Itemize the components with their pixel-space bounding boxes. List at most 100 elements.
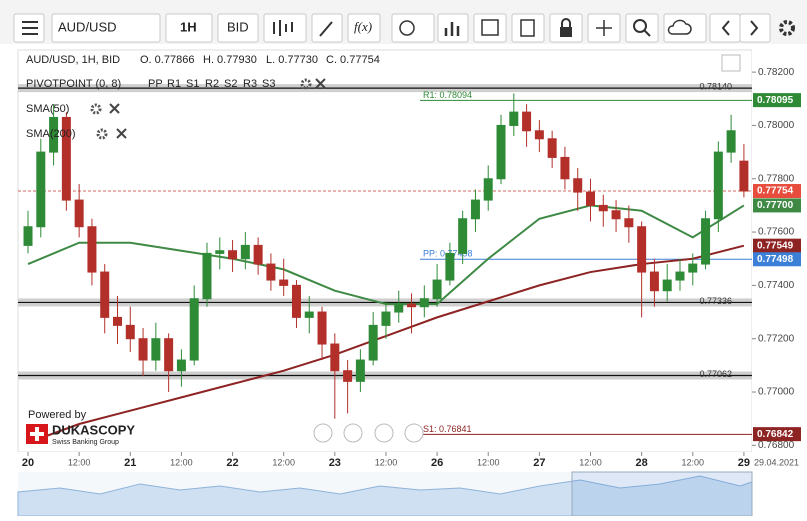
candle-body <box>330 343 340 372</box>
x-tick-label: 29 <box>738 457 750 469</box>
sma50-settings[interactable] <box>90 103 102 115</box>
candle-body <box>496 124 506 180</box>
candle-body <box>61 116 71 201</box>
price-tag-label: 0.78095 <box>757 95 794 106</box>
symbol-select[interactable]: AUD/USD <box>51 13 161 43</box>
pivot-keys: PP R1 S1 R2 S2 R3 S3 <box>148 78 275 90</box>
brand-name: DUKASCOPY <box>52 422 135 437</box>
pivot-key: S1 <box>186 78 199 90</box>
maximize-button[interactable] <box>721 54 741 72</box>
candle-body <box>202 252 212 300</box>
x-tick-label: 12:00 <box>170 457 193 467</box>
drawn-line-label: 0.77062 <box>699 369 732 379</box>
x-tick-label: 12:00 <box>375 457 398 467</box>
x-tick-label: 12:00 <box>682 457 705 467</box>
candle-body <box>215 250 225 254</box>
candle-body <box>228 250 238 260</box>
x-tick-label: 21 <box>124 457 136 469</box>
info-button[interactable] <box>391 13 435 43</box>
logo-cross <box>30 427 44 441</box>
y-tick-label: 0.78000 <box>758 120 795 131</box>
powered-by: Powered by <box>28 409 87 421</box>
candle-body <box>470 199 480 220</box>
plot-area <box>17 49 753 453</box>
candle-body <box>113 316 123 326</box>
menu-button[interactable] <box>13 13 45 43</box>
candle-body <box>125 324 135 340</box>
function-button[interactable]: f(x) <box>347 13 381 43</box>
cloud-button[interactable] <box>663 13 707 43</box>
candle-body <box>739 160 749 192</box>
nav-buttons[interactable] <box>313 423 424 443</box>
price-tag <box>753 427 801 442</box>
x-tick-label: 22 <box>226 457 238 469</box>
price-tag-label: 0.77700 <box>757 200 794 211</box>
candle-body <box>649 271 659 292</box>
candle-body <box>534 130 544 140</box>
side: BID <box>227 19 249 34</box>
side-select[interactable]: BID <box>217 13 259 43</box>
x-tick-label: 12:00 <box>579 457 602 467</box>
price-tag <box>753 184 801 199</box>
crosshair-button[interactable] <box>587 13 621 43</box>
time-axis <box>0 452 807 472</box>
candle-body <box>547 138 557 158</box>
price-tag <box>753 93 801 108</box>
candle-body <box>240 244 250 260</box>
sma200-remove[interactable] <box>116 128 127 139</box>
forward-button[interactable] <box>739 13 771 43</box>
candle-body <box>49 116 59 153</box>
sma50-remove[interactable] <box>109 103 120 114</box>
chart-type-button[interactable] <box>263 13 307 43</box>
candle-body <box>23 226 33 246</box>
pivot-key: R2 <box>205 78 219 90</box>
candle-body <box>585 191 595 206</box>
back-button[interactable] <box>709 13 741 43</box>
candle-body <box>560 156 570 180</box>
function-label: f(x) <box>354 19 372 34</box>
plot: 0.78200 0.78000 0.77800 0.77600 0.77400 0.772… <box>0 50 807 472</box>
candle-body <box>343 370 353 382</box>
candle-body <box>662 279 672 292</box>
candle-body <box>176 359 186 372</box>
zoom-button[interactable] <box>625 13 659 43</box>
sma200-settings[interactable] <box>96 128 108 140</box>
candle-body <box>445 252 455 281</box>
y-tick-label: 0.77200 <box>758 333 795 344</box>
pivot-label: S1: 0.76841 <box>423 424 472 434</box>
ohlc-open: O. 0.77866 <box>140 54 194 66</box>
draw-button[interactable] <box>311 13 343 43</box>
x-tick-label: 12:00 <box>272 457 295 467</box>
y-tick-label: 0.76800 <box>758 440 795 451</box>
candle-body <box>637 226 647 273</box>
pivot-settings[interactable] <box>300 78 312 90</box>
calendar-button[interactable] <box>473 13 507 43</box>
y-tick-label: 0.77800 <box>758 173 795 184</box>
y-tick-label: 0.77400 <box>758 280 795 291</box>
period-select[interactable]: 1H <box>165 13 213 43</box>
report-button[interactable] <box>511 13 545 43</box>
candle-body <box>688 263 698 273</box>
pivot-remove[interactable] <box>315 78 326 89</box>
y-tick-label: 0.77600 <box>758 227 795 238</box>
candle-body <box>381 311 391 326</box>
lock-button[interactable] <box>549 13 583 43</box>
candle-body <box>279 279 289 286</box>
candle-body <box>164 338 174 372</box>
date-label: 29.04.2021 <box>754 457 799 467</box>
candle-body <box>253 244 263 265</box>
indicator-button[interactable] <box>437 13 469 43</box>
drawn-line-label: 0.77336 <box>699 296 732 306</box>
navigator-window[interactable] <box>571 471 753 517</box>
candle-body <box>458 218 468 254</box>
candle-body <box>138 338 148 361</box>
candle-body <box>355 359 365 382</box>
settings-button[interactable] <box>779 20 795 36</box>
price-tag <box>753 198 801 213</box>
ohlc-low: L. 0.77730 <box>266 54 318 66</box>
price-tag-label: 0.77754 <box>757 186 794 197</box>
chart-title: AUD/USD, 1H, BID <box>26 54 120 66</box>
sma50-legend: SMA(50) <box>26 103 69 115</box>
